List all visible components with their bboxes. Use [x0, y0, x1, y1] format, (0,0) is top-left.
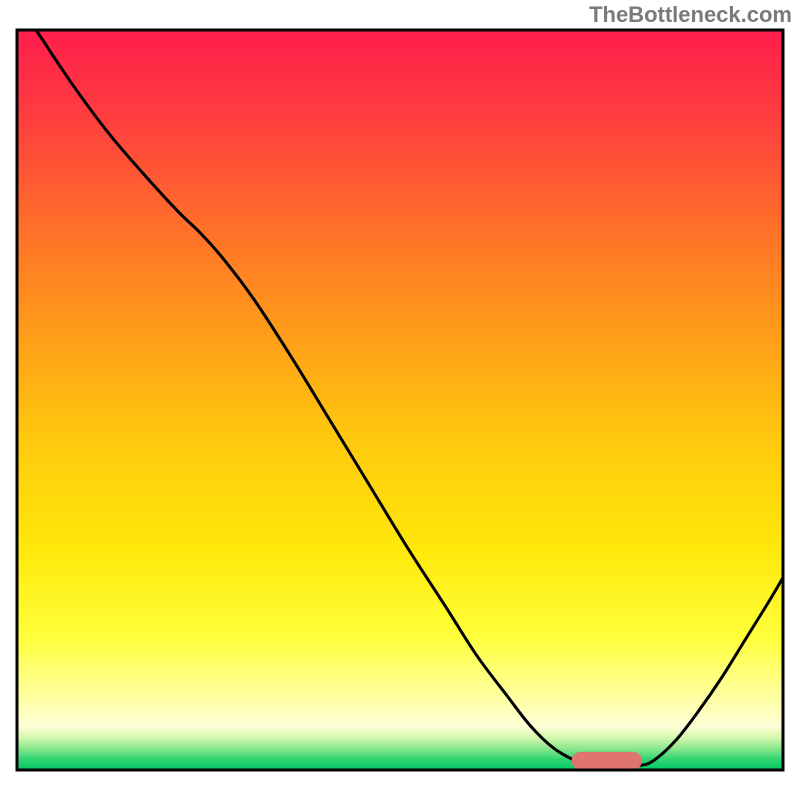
optimal-range-marker [572, 752, 642, 770]
bottleneck-chart [0, 0, 800, 800]
watermark-text: TheBottleneck.com [589, 2, 792, 28]
gradient-background [17, 30, 783, 770]
chart-container: TheBottleneck.com [0, 0, 800, 800]
